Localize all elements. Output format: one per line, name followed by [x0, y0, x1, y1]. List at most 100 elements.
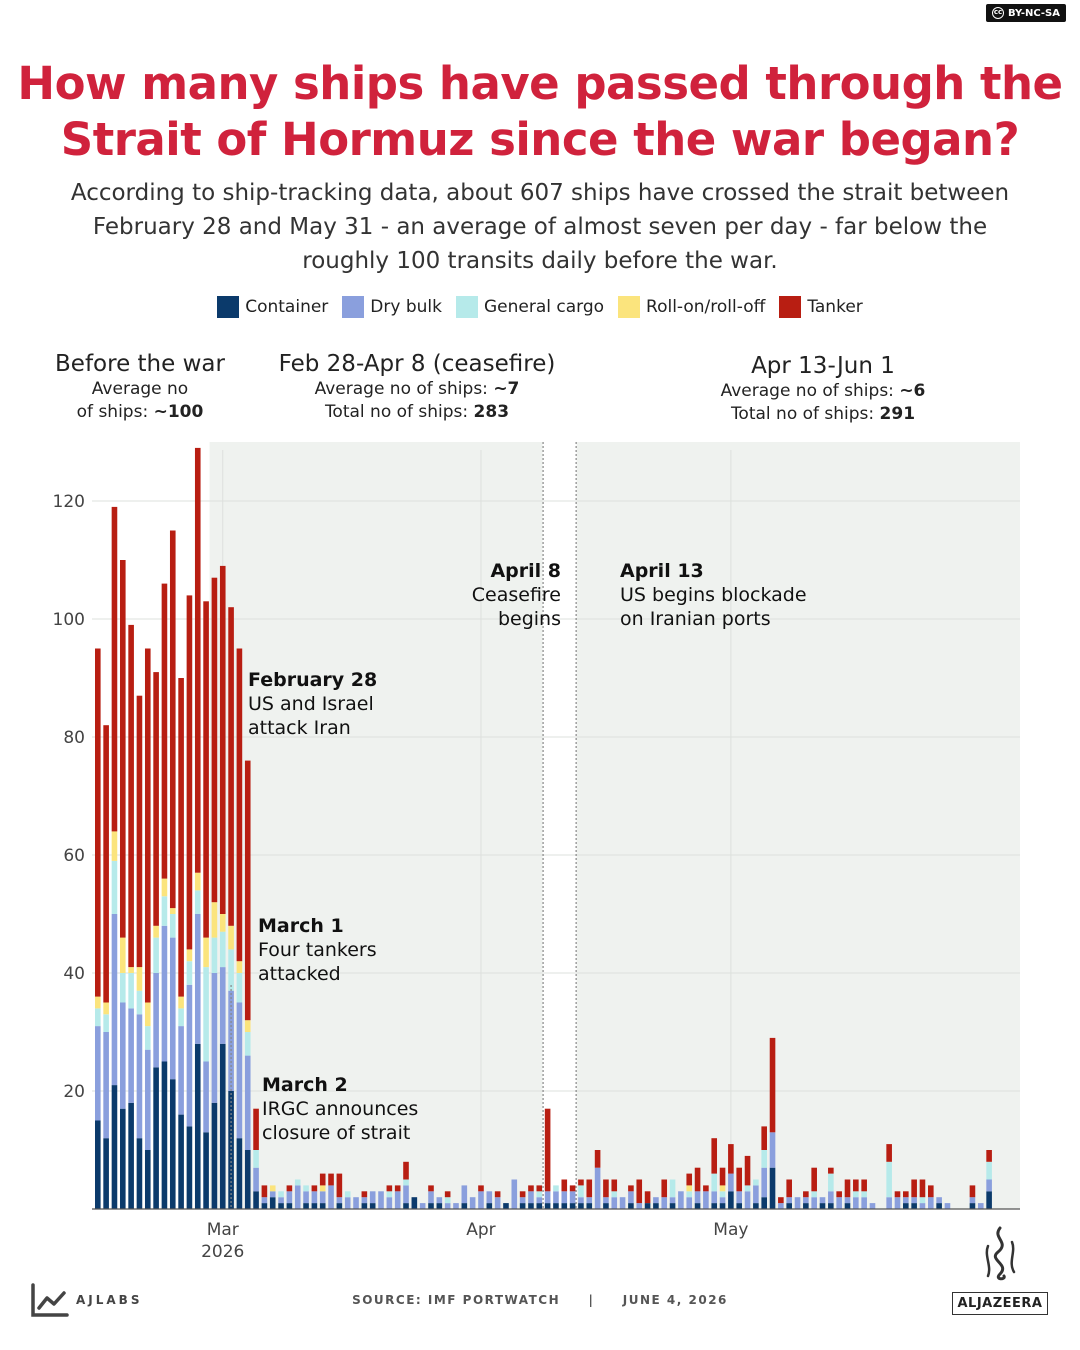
bars	[95, 447, 992, 1209]
legend-label: General cargo	[483, 297, 605, 317]
annotation-line: US and Israel	[248, 693, 374, 715]
bar-segment-tanker	[261, 1185, 268, 1198]
bar-segment-dry-bulk	[294, 1185, 301, 1209]
bar-segment-tanker	[836, 1191, 842, 1198]
bar-segment-container	[694, 1203, 701, 1209]
bar-segment-tanker	[728, 1144, 734, 1174]
license-text: BY-NC-SA	[1007, 7, 1060, 19]
bar-segment-dry-bulk	[936, 1197, 942, 1204]
bar-segment-general-cargo	[578, 1185, 584, 1198]
bar-segment-tanker	[644, 1191, 651, 1204]
bar-segment-general-cargo	[236, 973, 243, 1003]
bar-segment-container	[536, 1203, 543, 1209]
bar-segment-container	[561, 1203, 568, 1209]
bar-segment-general-cargo	[253, 1150, 259, 1168]
annotation-line: US begins blockade	[620, 584, 807, 606]
bar-segment-container	[769, 1167, 776, 1209]
bar-segment-dry-bulk	[519, 1197, 526, 1204]
bar-segment-general-cargo	[753, 1179, 759, 1186]
bar-segment-dry-bulk	[977, 1203, 984, 1209]
bar-segment-dry-bulk	[728, 1173, 734, 1192]
bar-segment-dry-bulk	[269, 1191, 276, 1198]
bar-segment-general-cargo	[719, 1191, 726, 1198]
bar-segment-tanker	[253, 1108, 259, 1150]
bar-segment-general-cargo	[103, 1014, 109, 1032]
legend-swatch	[779, 296, 802, 318]
bar-segment-dry-bulk	[144, 1049, 151, 1150]
bar-segment-dry-bulk	[319, 1191, 326, 1204]
war-period-shading	[209, 442, 1020, 1209]
shade-war-period	[209, 442, 1020, 1209]
x-tick-label: May	[713, 1220, 748, 1240]
bar-segment-container	[161, 1061, 168, 1209]
bar-segment-general-cargo	[303, 1185, 309, 1192]
bar-segment-general-cargo	[853, 1191, 859, 1198]
legend-swatch	[618, 296, 641, 318]
chart-subtitle: According to ship-tracking data, about 6…	[70, 180, 1010, 274]
bar-segment-roll-on-roll-off	[153, 925, 159, 938]
bar-segment-tanker	[519, 1191, 526, 1198]
bar-segment-container	[103, 1138, 109, 1209]
annotation-line: IRGC announces	[262, 1098, 418, 1120]
bar-segment-tanker	[386, 1185, 393, 1192]
bar-segment-general-cargo	[861, 1191, 867, 1198]
bar-segment-container	[244, 1150, 251, 1209]
bar-segment-container	[95, 1120, 101, 1209]
bar-segment-dry-bulk	[736, 1191, 743, 1204]
bar-segment-general-cargo	[228, 949, 234, 991]
bar-segment-tanker	[694, 1167, 701, 1192]
bar-segment-tanker	[119, 560, 126, 938]
bar-segment-dry-bulk	[686, 1197, 693, 1209]
bar-segment-dry-bulk	[986, 1179, 992, 1192]
x-tick-label: Apr	[466, 1220, 495, 1240]
bar-segment-general-cargo	[169, 914, 176, 938]
footer-source: SOURCE: IMF PORTWATCH	[352, 1293, 561, 1307]
bar-segment-dry-bulk	[469, 1197, 476, 1209]
period-blockade-average: Average no of ships: ~6	[720, 381, 926, 401]
bar-segment-container	[186, 1126, 193, 1209]
bar-segment-general-cargo	[886, 1161, 892, 1198]
bar-segment-dry-bulk	[436, 1197, 443, 1204]
bar-segment-dry-bulk	[811, 1197, 817, 1209]
bar-segment-general-cargo	[95, 1008, 101, 1027]
bar-segment-container	[936, 1203, 942, 1209]
bar-segment-tanker	[744, 1155, 751, 1186]
bar-segment-container	[586, 1203, 593, 1209]
period-before-line1: Average no	[91, 379, 189, 399]
bar-segment-container	[261, 1203, 268, 1209]
y-tick-label: 80	[63, 728, 85, 748]
bar-segment-tanker	[769, 1037, 776, 1133]
bar-segment-tanker	[603, 1179, 609, 1198]
bar-segment-general-cargo	[144, 1026, 151, 1050]
bar-segment-tanker	[928, 1185, 934, 1198]
legend-item-tanker: Tanker	[779, 296, 863, 318]
bar-segment-dry-bulk	[153, 973, 159, 1068]
bar-segment-container	[178, 1114, 184, 1209]
bar-segment-container	[111, 1085, 118, 1209]
bar-segment-roll-on-roll-off	[111, 831, 118, 861]
bar-segment-tanker	[428, 1185, 434, 1192]
bar-segment-tanker	[828, 1167, 834, 1174]
legend-label: Container	[245, 297, 329, 317]
annotation-line: Four tankers	[258, 939, 377, 961]
bar-segment-container	[253, 1191, 259, 1209]
bar-segment-container	[336, 1203, 343, 1209]
bar-segment-tanker	[844, 1179, 851, 1198]
bar-segment-dry-bulk	[253, 1167, 259, 1192]
bar-segment-container	[828, 1203, 834, 1209]
bar-segment-tanker	[561, 1179, 568, 1192]
bar-segment-dry-bulk	[536, 1197, 543, 1204]
bar-segment-dry-bulk	[803, 1197, 809, 1204]
period-blockade-heading: Apr 13-Jun 1	[751, 353, 895, 379]
bar-segment-container	[194, 1043, 201, 1209]
bar-segment-roll-on-roll-off	[169, 908, 176, 914]
bar-segment-dry-bulk	[261, 1197, 268, 1204]
bar-segment-container	[578, 1203, 584, 1209]
bar-segment-dry-bulk	[569, 1191, 576, 1204]
bar-segment-dry-bulk	[103, 1032, 109, 1139]
annotation-heading: April 8	[490, 560, 561, 582]
bar-segment-container	[603, 1203, 609, 1209]
shade-gap	[542, 442, 577, 1209]
